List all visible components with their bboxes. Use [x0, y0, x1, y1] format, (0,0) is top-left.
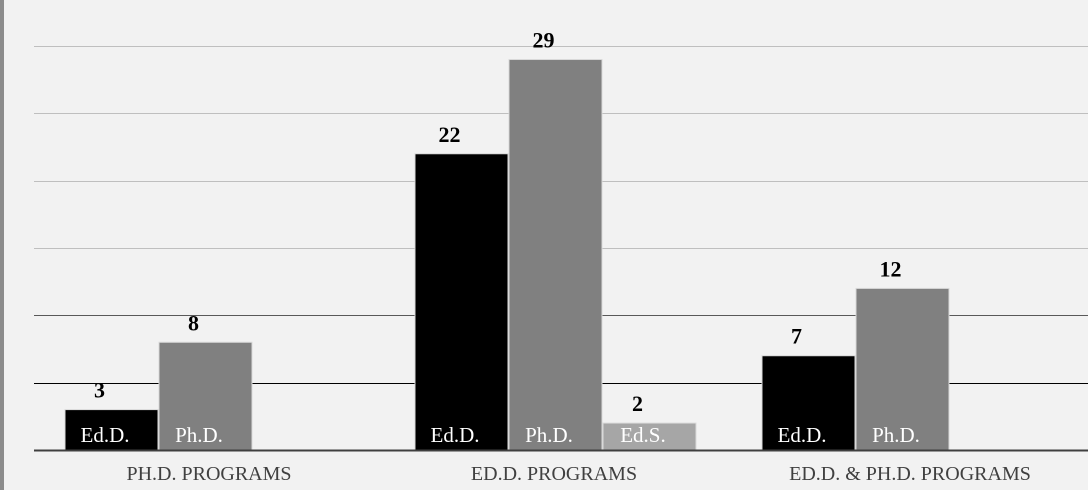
bar-series-label: Ed.D. [431, 423, 480, 447]
category-label: PH.D. PROGRAMS [126, 463, 291, 485]
bar-series-label: Ed.D. [778, 423, 827, 447]
bar [761, 355, 856, 451]
bar-value-label: 8 [188, 310, 199, 335]
bar-value-label: 12 [880, 256, 902, 281]
bar-value-label: 3 [94, 378, 105, 403]
bar-series-label: Ed.S. [620, 423, 666, 447]
bar-series-label: Ed.D. [81, 423, 130, 447]
bar-value-label: 7 [791, 324, 802, 349]
bar [64, 409, 159, 451]
bar [508, 59, 603, 451]
bar [855, 287, 950, 451]
bar-series-label: Ph.D. [175, 423, 223, 447]
bar-value-label: 29 [533, 28, 555, 53]
bar [158, 341, 253, 451]
category-label: ED.D. & PH.D. PROGRAMS [789, 463, 1031, 485]
bars: 3 Ed.D. 8 Ph.D. 22 Ed.D. 29 Ph.D. 2 Ed.S. 7 Ed.D. 12… [64, 28, 950, 451]
bar [602, 422, 697, 451]
bar-chart: 3 Ed.D. 8 Ph.D. 22 Ed.D. 29 Ph.D. 2 Ed.S. 7 Ed.D. 12… [34, 28, 1088, 485]
bar [414, 153, 509, 451]
bar-series-label: Ph.D. [525, 423, 573, 447]
bar-series-label: Ph.D. [872, 423, 920, 447]
bar-value-label: 22 [439, 122, 461, 147]
bar-value-label: 2 [632, 391, 643, 416]
category-label: ED.D. PROGRAMS [471, 463, 637, 485]
